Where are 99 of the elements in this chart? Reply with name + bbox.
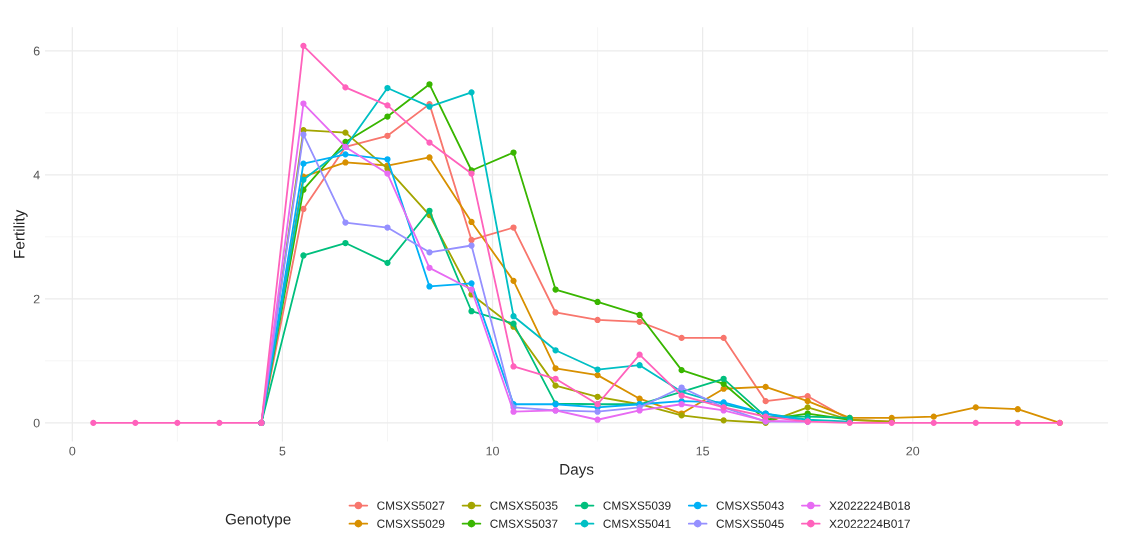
y-tick-label: 4 (33, 170, 40, 180)
y-tick-label: 2 (33, 294, 40, 304)
point (510, 149, 517, 156)
point (762, 398, 769, 405)
point (678, 384, 685, 391)
point (636, 351, 643, 358)
point (426, 264, 433, 271)
point (342, 84, 349, 91)
x-tick-label: 5 (279, 446, 286, 456)
point (594, 298, 601, 306)
point (804, 404, 811, 411)
point (552, 375, 559, 382)
point (930, 413, 937, 420)
point (552, 365, 559, 372)
point (1014, 419, 1021, 426)
point (384, 224, 391, 231)
legend-label: CMSXS5043 (716, 501, 784, 510)
point (972, 404, 979, 411)
y-tick-label: 6 (33, 46, 40, 56)
point (510, 363, 517, 370)
legend-label: CMSXS5029 (377, 519, 445, 528)
point (678, 334, 685, 342)
point (510, 224, 517, 231)
point (594, 393, 601, 400)
point (762, 383, 769, 391)
y-tick-label: 0 (33, 418, 40, 428)
point (342, 239, 349, 247)
legend-label: CMSXS5039 (603, 501, 671, 510)
point (300, 160, 307, 167)
point (300, 252, 307, 259)
point (468, 280, 475, 287)
point (720, 375, 727, 382)
point (426, 207, 433, 214)
point (468, 242, 475, 249)
legend-label: CMSXS5035 (490, 501, 558, 510)
point (510, 277, 517, 284)
legend-label: CMSXS5027 (377, 501, 445, 510)
point (90, 419, 97, 426)
point (384, 84, 391, 92)
point (300, 42, 307, 49)
point (384, 102, 391, 109)
point (216, 419, 223, 426)
point (468, 89, 475, 96)
point (384, 259, 391, 266)
point (426, 154, 433, 161)
legend-label: CMSXS5037 (490, 519, 558, 528)
point (342, 159, 349, 166)
y-axis-title: Fertility (13, 209, 28, 258)
point (468, 286, 475, 293)
point (468, 308, 475, 315)
point (510, 313, 517, 320)
point (678, 392, 685, 399)
point (342, 219, 349, 226)
point (636, 318, 643, 325)
point (132, 419, 139, 426)
point (384, 113, 391, 120)
x-tick-label: 20 (906, 446, 920, 456)
point (636, 311, 643, 319)
point (552, 309, 559, 316)
point (300, 131, 307, 138)
point (300, 100, 307, 107)
point (636, 395, 643, 402)
legend-label: X2022224B017 (829, 519, 910, 528)
point (720, 417, 727, 424)
point (594, 408, 601, 415)
x-tick-label: 10 (486, 446, 499, 456)
point (174, 419, 181, 426)
point (552, 286, 559, 293)
point (426, 283, 433, 290)
point (972, 419, 979, 426)
point (468, 218, 475, 226)
point (594, 366, 601, 373)
point (720, 334, 727, 342)
legend-label: CMSXS5045 (716, 519, 784, 528)
point (552, 382, 559, 389)
point (426, 249, 433, 256)
legend-label: CMSXS5041 (603, 519, 671, 528)
x-tick-label: 15 (696, 446, 710, 456)
point (384, 132, 391, 139)
point (594, 416, 601, 423)
point (1014, 406, 1021, 413)
point (510, 408, 517, 415)
point (594, 316, 601, 324)
point (426, 81, 433, 88)
point (342, 151, 349, 158)
point (468, 236, 475, 244)
point (636, 362, 643, 369)
point (384, 170, 391, 177)
point (804, 398, 811, 405)
point (930, 419, 937, 426)
point (384, 156, 391, 163)
point (426, 139, 433, 146)
legend-title: Genotype (225, 513, 291, 528)
point (342, 129, 349, 136)
x-tick-label: 0 (69, 446, 76, 456)
point (552, 347, 559, 354)
point (678, 367, 685, 374)
legend-label: X2022224B018 (829, 501, 910, 510)
x-axis-title: Days (560, 464, 594, 478)
